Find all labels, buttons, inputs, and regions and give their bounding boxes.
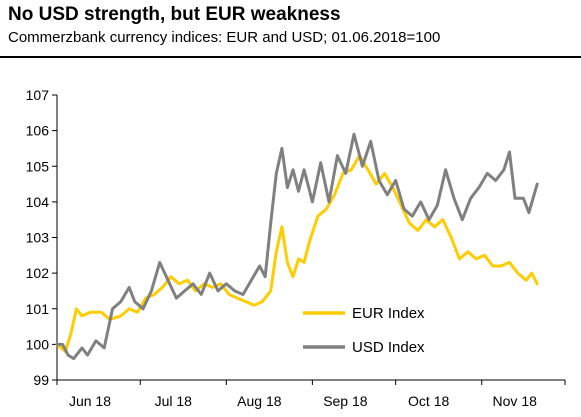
- y-tick-label: 99: [33, 372, 49, 388]
- y-tick-label: 106: [26, 123, 50, 139]
- x-tick-label: Jun 18: [69, 393, 111, 409]
- x-tick-label: Aug 18: [237, 393, 282, 409]
- chart-title: No USD strength, but EUR weakness: [8, 4, 341, 25]
- legend-label: USD Index: [352, 339, 425, 356]
- series-line-eur-index: [55, 154, 539, 353]
- chart-legend: EUR Index USD Index: [303, 305, 425, 356]
- y-tick-label: 100: [26, 336, 50, 352]
- chart-subtitle: Commerzbank currency indices: EUR and US…: [8, 29, 441, 46]
- y-tick-label: 102: [26, 265, 50, 281]
- x-tick-label: Sep 18: [323, 393, 368, 409]
- series-line-usd-index: [55, 132, 539, 361]
- y-tick-label: 107: [26, 87, 50, 103]
- chart-series: [55, 132, 539, 361]
- y-tick-label: 103: [26, 230, 50, 246]
- chart-axes: 99 100 101 102 103 104 105 106 107 Jun 18 Jul 18 Au…: [26, 87, 566, 409]
- y-tick-label: 104: [26, 194, 50, 210]
- x-tick-label: Oct 18: [408, 393, 449, 409]
- x-tick-label: Nov 18: [493, 393, 538, 409]
- y-tick-label: 105: [26, 158, 50, 174]
- y-tick-label: 101: [26, 301, 50, 317]
- title-divider: [0, 56, 581, 58]
- x-tick-label: Jul 18: [155, 393, 193, 409]
- legend-label: EUR Index: [352, 305, 425, 322]
